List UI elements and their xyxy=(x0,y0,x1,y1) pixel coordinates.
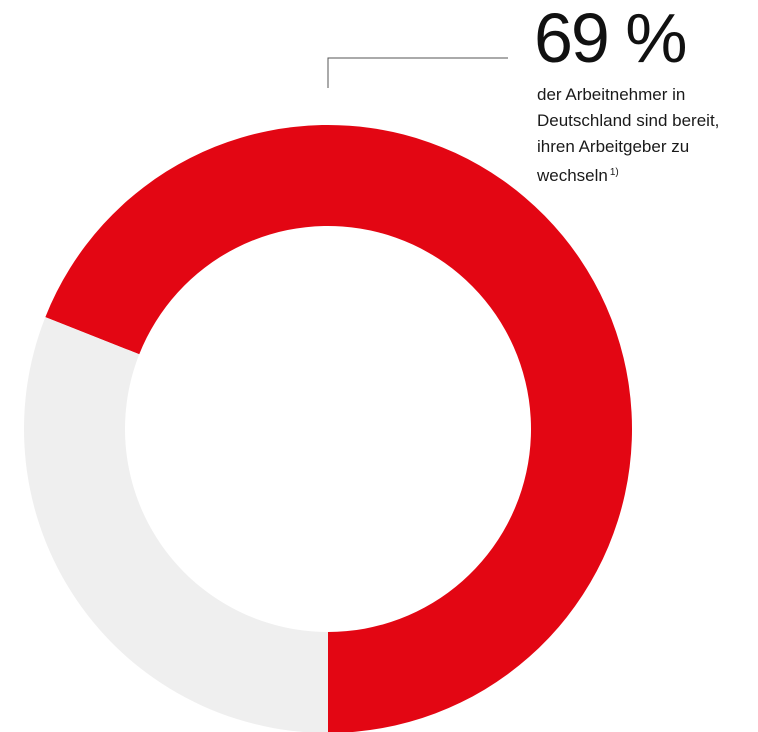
caption-line-4: wechseln 1) xyxy=(537,160,752,189)
callout-caption: der Arbeitnehmer in Deutschland sind ber… xyxy=(537,82,752,189)
caption-line-3: ihren Arbeitgeber zu xyxy=(537,137,690,156)
caption-line-4-text: wechseln xyxy=(537,166,608,185)
callout-value: 69 % xyxy=(534,0,688,77)
caption-line-1: der Arbeitnehmer in xyxy=(537,85,686,104)
caption-line-2: Deutschland sind bereit, xyxy=(537,111,720,130)
donut-slice-1 xyxy=(45,125,632,732)
donut-slices xyxy=(24,125,632,732)
callout-leader-line xyxy=(327,57,508,88)
donut-slice-2 xyxy=(24,317,328,732)
footnote-marker: 1) xyxy=(609,167,619,178)
